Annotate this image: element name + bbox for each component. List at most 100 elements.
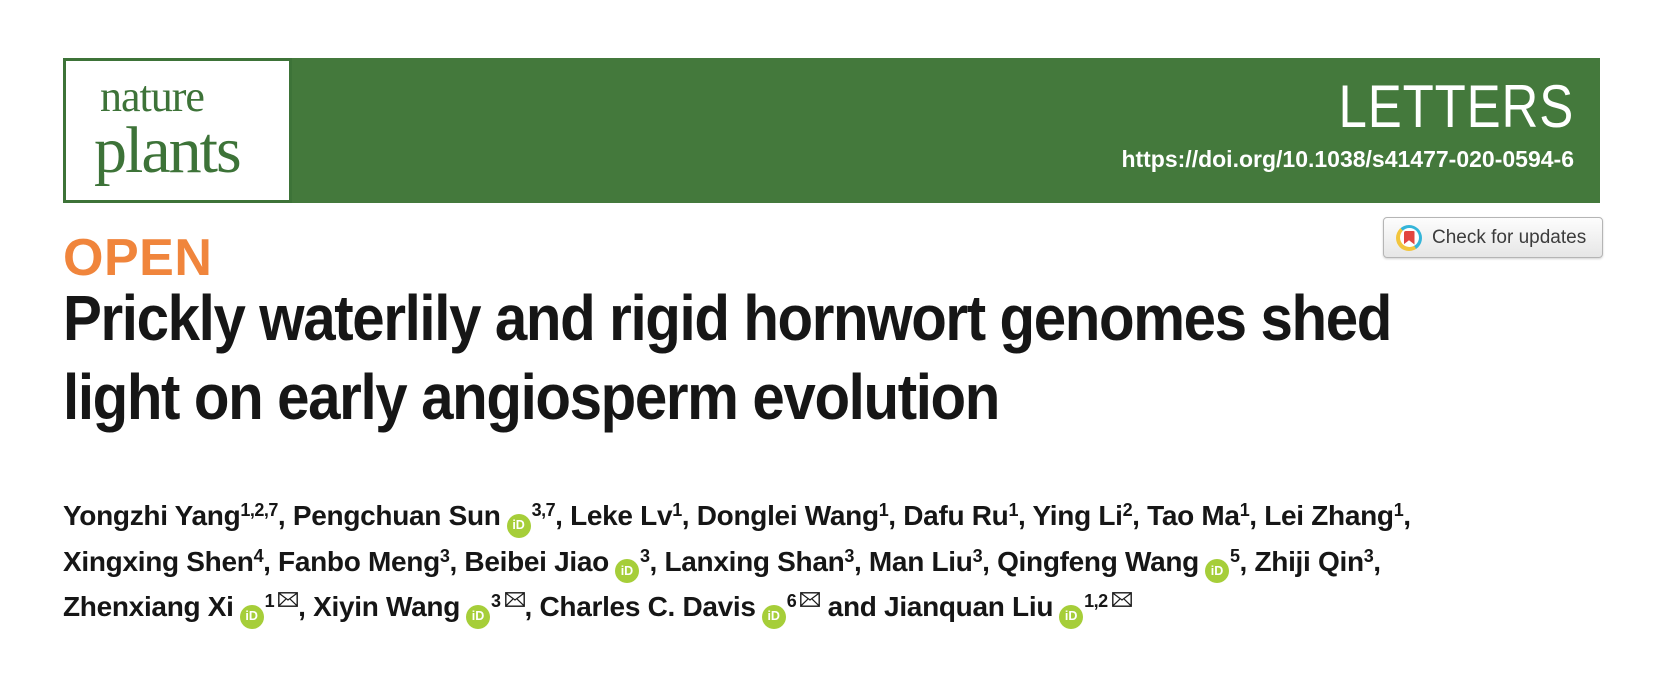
- author: Pengchuan Sun iD3,7: [292, 500, 556, 538]
- article-category-label: LETTERS: [1338, 73, 1574, 140]
- orcid-icon[interactable]: iD: [1204, 559, 1229, 584]
- affiliation-superscript: 1: [1393, 500, 1404, 520]
- article-title-line-1: Prickly waterlily and rigid hornwort gen…: [63, 282, 1392, 354]
- logo-word-nature: nature: [100, 72, 205, 121]
- author-separator: ,: [853, 545, 869, 577]
- author-separator: ,: [524, 591, 540, 622]
- affiliation-superscript: 3: [639, 545, 650, 566]
- author-separator: ,: [1249, 500, 1265, 531]
- author: Man Liu3: [868, 545, 983, 577]
- affiliation-superscript: 5: [1229, 545, 1240, 566]
- author: Lei Zhang1: [1264, 500, 1404, 531]
- author: Leke Lv1: [570, 500, 682, 531]
- affiliation-superscript: 6: [786, 591, 797, 611]
- author: Donglei Wang1: [697, 500, 889, 531]
- author-separator: ,: [888, 500, 904, 531]
- author-separator: ,: [277, 500, 293, 531]
- email-envelope-icon[interactable]: [800, 592, 821, 607]
- author-separator: ,: [1373, 545, 1381, 577]
- affiliation-superscript: 3,7: [531, 500, 556, 520]
- author-name: Jianquan Liu: [884, 591, 1054, 622]
- author: Zhenxiang Xi iD1: [63, 591, 299, 629]
- author-name: Man Liu: [868, 545, 973, 577]
- author-name: Pengchuan Sun: [292, 500, 501, 531]
- author-name: Lei Zhang: [1264, 500, 1394, 531]
- author-separator: ,: [982, 545, 998, 577]
- author-separator: ,: [263, 545, 279, 577]
- author: Tao Ma1: [1147, 500, 1250, 531]
- doi-link[interactable]: https://doi.org/10.1038/s41477-020-0594-…: [1121, 146, 1574, 172]
- nature-plants-logo: nature plants: [63, 58, 292, 203]
- author-name: Leke Lv: [570, 500, 673, 531]
- author-name: Fanbo Meng: [278, 545, 440, 577]
- author: Beibei Jiao iD3: [464, 545, 650, 584]
- author-name: Xingxing Shen: [63, 545, 254, 577]
- author-name: Tao Ma: [1147, 500, 1240, 531]
- check-for-updates-label: Check for updates: [1432, 226, 1587, 248]
- author-separator: ,: [649, 545, 665, 577]
- author-name: Dafu Ru: [903, 500, 1009, 531]
- author: Charles C. Davis iD6: [539, 591, 821, 629]
- author-name: Donglei Wang: [696, 500, 879, 531]
- affiliation-superscript: 1: [878, 500, 889, 520]
- author-separator: ,: [298, 591, 314, 622]
- affiliation-superscript: 1: [672, 500, 682, 520]
- author: Fanbo Meng3: [278, 545, 450, 577]
- author: Lanxing Shan3: [664, 546, 854, 577]
- author: Zhiji Qin3: [1254, 546, 1373, 577]
- affiliation-superscript: 2: [1122, 500, 1133, 520]
- author: Xiyin Wang iD3: [313, 591, 525, 629]
- affiliation-superscript: 1: [264, 591, 275, 611]
- author-name: Charles C. Davis: [539, 591, 756, 622]
- author-separator: ,: [1132, 500, 1148, 531]
- orcid-icon[interactable]: iD: [466, 604, 490, 629]
- open-access-label: OPEN: [63, 229, 213, 287]
- logo-word-plants: plants: [94, 114, 242, 187]
- author-name: Lanxing Shan: [664, 545, 845, 577]
- author-separator: ,: [555, 500, 571, 531]
- email-envelope-icon[interactable]: [1111, 592, 1132, 607]
- orcid-icon[interactable]: iD: [506, 513, 531, 538]
- article-title-line-2: light on early angiosperm evolution: [63, 361, 1000, 433]
- crossmark-circle-icon: [1396, 224, 1422, 251]
- author-separator: ,: [1018, 500, 1033, 531]
- author-name: Ying Li: [1032, 500, 1123, 531]
- author: Xingxing Shen4: [63, 545, 264, 577]
- author: Qingfeng Wang iD5: [997, 545, 1240, 584]
- affiliation-superscript: 3: [844, 545, 854, 566]
- email-envelope-icon[interactable]: [504, 592, 525, 607]
- orcid-icon[interactable]: iD: [1059, 604, 1084, 629]
- author-separator: ,: [1403, 500, 1411, 531]
- author-name: Zhiji Qin: [1254, 545, 1364, 577]
- author-name: Beibei Jiao: [464, 545, 609, 577]
- author-name: Yongzhi Yang: [63, 500, 241, 531]
- author: Dafu Ru1: [903, 500, 1018, 531]
- affiliation-superscript: 3: [491, 591, 501, 611]
- affiliation-superscript: 1,2,7: [240, 500, 278, 520]
- author: Yongzhi Yang1,2,7: [63, 500, 278, 531]
- orcid-icon[interactable]: iD: [761, 604, 786, 629]
- author: Jianquan Liu iD1,2: [884, 591, 1132, 629]
- affiliation-superscript: 3: [972, 545, 983, 566]
- check-for-updates-button[interactable]: Check for updates: [1383, 217, 1603, 258]
- author-list: Yongzhi Yang1,2,7, Pengchuan Sun iD3,7, L…: [63, 493, 1563, 630]
- article-title: Prickly waterlily and rigid hornwort gen…: [63, 279, 1392, 437]
- affiliation-superscript: 1: [1239, 500, 1250, 520]
- affiliation-superscript: 4: [253, 545, 264, 566]
- orcid-icon[interactable]: iD: [614, 559, 639, 584]
- orcid-icon[interactable]: iD: [239, 604, 264, 629]
- email-envelope-icon[interactable]: [278, 592, 299, 607]
- affiliation-superscript: 3: [1363, 545, 1374, 566]
- author-separator: and: [820, 591, 885, 622]
- author-name: Zhenxiang Xi: [63, 591, 234, 622]
- author-separator: ,: [1239, 545, 1255, 577]
- author-name: Xiyin Wang: [313, 591, 460, 622]
- author-name: Qingfeng Wang: [997, 545, 1199, 577]
- author-separator: ,: [449, 545, 465, 577]
- affiliation-superscript: 3: [439, 545, 450, 566]
- author: Ying Li2: [1032, 500, 1132, 531]
- author-separator: ,: [681, 500, 697, 531]
- affiliation-superscript: 1: [1008, 500, 1018, 520]
- journal-banner: nature plants LETTERS https://doi.org/10…: [63, 58, 1600, 203]
